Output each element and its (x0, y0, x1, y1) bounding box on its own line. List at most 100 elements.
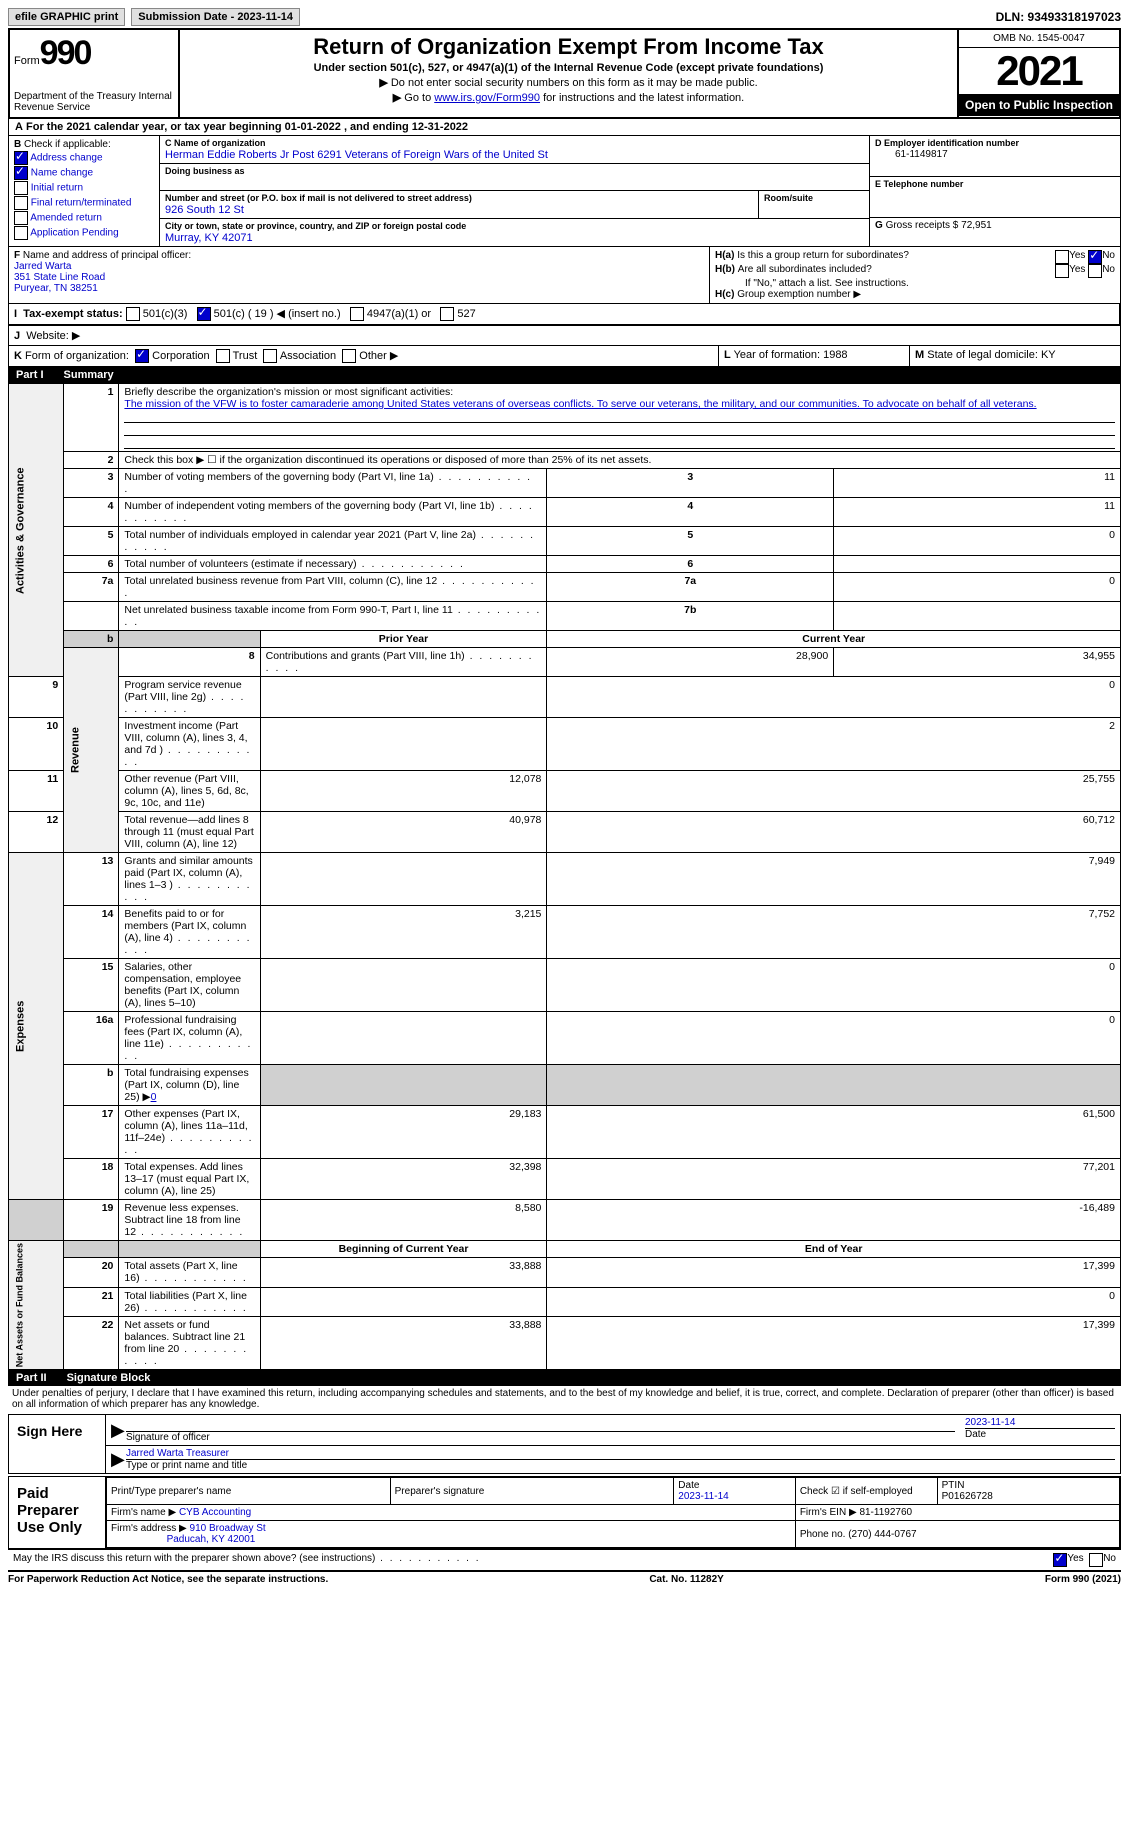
instruction-1: Do not enter social security numbers on … (391, 77, 758, 89)
firm-phone-label: Phone no. (800, 1529, 846, 1540)
line16a-prior (260, 1012, 547, 1065)
line12-prior: 40,978 (260, 812, 547, 853)
form-label: Form (14, 55, 40, 67)
name-change-checkbox[interactable] (14, 166, 28, 180)
line9-prior (260, 677, 547, 718)
netassets-label: Net Assets or Fund Balances (9, 1241, 64, 1370)
receipts-value: 72,951 (961, 220, 992, 231)
no-label: No (1102, 250, 1115, 264)
irs-link[interactable]: www.irs.gov/Form990 (434, 92, 540, 104)
ein-value: 61-1149817 (895, 149, 948, 160)
other-label: Other ▶ (359, 350, 398, 362)
discuss-yes-label: Yes (1067, 1553, 1083, 1567)
trust-label: Trust (233, 350, 258, 362)
hb-yes-checkbox[interactable] (1055, 264, 1069, 278)
firm-name-label: Firm's name ▶ (111, 1507, 176, 1518)
row-a-text: For the 2021 calendar year, or tax year … (26, 121, 468, 133)
begin-year-header: Beginning of Current Year (260, 1241, 547, 1258)
line12-curr: 60,712 (547, 812, 1121, 853)
opt-501c: 501(c) ( 19 ) ◀ (insert no.) (214, 308, 341, 320)
prep-date: 2023-11-14 (678, 1491, 728, 1502)
initial-return-label: Initial return (31, 183, 83, 194)
discuss-no-checkbox[interactable] (1089, 1553, 1103, 1567)
ha-yes-checkbox[interactable] (1055, 250, 1069, 264)
line19-curr: -16,489 (547, 1200, 1121, 1241)
hb-no-checkbox[interactable] (1088, 264, 1102, 278)
initial-return-checkbox[interactable] (14, 181, 28, 195)
sig-date: 2023-11-14 (965, 1417, 1115, 1429)
room-label: Room/suite (764, 193, 813, 203)
line16a-curr: 0 (547, 1012, 1121, 1065)
submission-date: Submission Date - 2023-11-14 (131, 8, 300, 26)
discuss-yes-checkbox[interactable] (1053, 1553, 1067, 1567)
website-label: Website: ▶ (26, 330, 80, 342)
activities-label: Activities & Governance (9, 384, 64, 677)
amended-checkbox[interactable] (14, 211, 28, 225)
line17-prior: 29,183 (260, 1106, 547, 1159)
firm-phone: (270) 444-0767 (848, 1529, 916, 1540)
org-name: Herman Eddie Roberts Jr Post 6291 Vetera… (165, 149, 548, 161)
ptin-label: PTIN (942, 1480, 965, 1491)
app-pending-label: Application Pending (30, 228, 118, 239)
addr-change-checkbox[interactable] (14, 151, 28, 165)
declaration-text: Under penalties of perjury, I declare th… (8, 1386, 1121, 1412)
ptin-value: P01626728 (942, 1491, 993, 1502)
may-discuss-label: May the IRS discuss this return with the… (13, 1553, 1053, 1567)
ein-label: Employer identification number (884, 138, 1019, 148)
officer-addr2: Puryear, TN 38251 (14, 283, 98, 294)
line13-prior (260, 853, 547, 906)
line8-label: Contributions and grants (Part VIII, lin… (266, 650, 534, 674)
line5-label: Total number of individuals employed in … (124, 529, 535, 553)
line22-prior: 33,888 (260, 1316, 547, 1370)
instruction-2-pre: Go to (404, 92, 434, 104)
firm-addr2: Paducah, KY 42001 (167, 1534, 256, 1545)
final-return-checkbox[interactable] (14, 196, 28, 210)
line6-label: Total number of volunteers (estimate if … (124, 558, 464, 570)
line6-num: 6 (547, 556, 834, 573)
line20-prior: 33,888 (260, 1258, 547, 1287)
501c-checkbox[interactable] (197, 307, 211, 321)
prep-sig-label: Preparer's signature (395, 1486, 485, 1497)
trust-checkbox[interactable] (216, 349, 230, 363)
ha-no-checkbox[interactable] (1088, 250, 1102, 264)
opt-501c3: 501(c)(3) (143, 308, 188, 320)
dept-label: Department of the Treasury Internal Reve… (14, 91, 174, 113)
summary-table: Activities & Governance 1 Briefly descri… (8, 383, 1121, 1370)
other-checkbox[interactable] (342, 349, 356, 363)
sig-date-label: Date (965, 1429, 1115, 1440)
line13-curr: 7,949 (547, 853, 1121, 906)
line2-text: Check this box ▶ ☐ if the organization d… (119, 452, 1121, 469)
hb-note: If "No," attach a list. See instructions… (745, 278, 1115, 289)
top-bar: efile GRAPHIC print Submission Date - 20… (8, 8, 1121, 26)
line11-prior: 12,078 (260, 771, 547, 812)
4947-checkbox[interactable] (350, 307, 364, 321)
corp-checkbox[interactable] (135, 349, 149, 363)
assoc-checkbox[interactable] (263, 349, 277, 363)
city-label: City or town, state or province, country… (165, 221, 466, 231)
firm-addr1: 910 Broadway St (190, 1523, 266, 1534)
app-pending-checkbox[interactable] (14, 226, 28, 240)
firm-addr-label: Firm's address ▶ (111, 1523, 187, 1534)
firm-ein-label: Firm's EIN ▶ (800, 1507, 857, 1518)
revenue-label: Revenue (64, 648, 119, 853)
line14-label: Benefits paid to or for members (Part IX… (124, 908, 251, 956)
officer-name: Jarred Warta (14, 261, 71, 272)
name-change-label: Name change (31, 168, 93, 179)
year-formation-val: 1988 (823, 349, 847, 361)
prep-date-label: Date (678, 1480, 699, 1491)
line16b-val: 0 (151, 1091, 157, 1103)
part2-header: Part II (16, 1372, 47, 1384)
efile-button[interactable]: efile GRAPHIC print (8, 8, 125, 26)
prior-year-header: Prior Year (260, 631, 547, 648)
expenses-label: Expenses (9, 853, 64, 1200)
form-title: Return of Organization Exempt From Incom… (188, 34, 949, 60)
line15-curr: 0 (547, 959, 1121, 1012)
line17-curr: 61,500 (547, 1106, 1121, 1159)
527-checkbox[interactable] (440, 307, 454, 321)
line4-label: Number of independent voting members of … (124, 500, 533, 524)
sig-arrow2-icon: ▶ (111, 1449, 126, 1470)
sign-here-label: Sign Here (9, 1415, 106, 1473)
opt-527: 527 (457, 308, 475, 320)
501c3-checkbox[interactable] (126, 307, 140, 321)
line5-num: 5 (547, 527, 834, 556)
